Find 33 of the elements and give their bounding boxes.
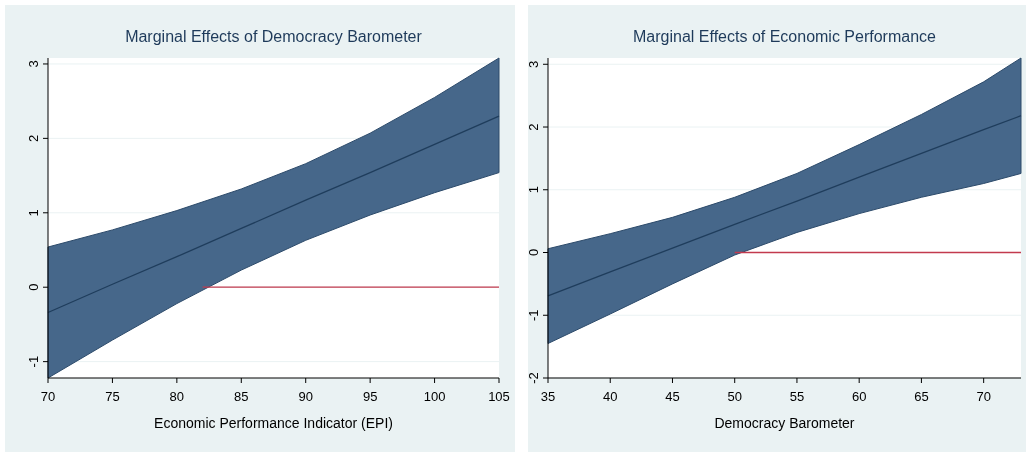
y-tick-label: 2 xyxy=(26,134,41,142)
chart-title: Marginal Effects of Economic Performance xyxy=(633,28,937,45)
x-tick-label: 95 xyxy=(362,389,378,404)
y-tick-label: 0 xyxy=(526,248,541,257)
y-tick-label: 3 xyxy=(26,60,41,68)
x-tick-label: 70 xyxy=(976,389,991,404)
x-tick-label: 100 xyxy=(423,389,446,404)
line-series xyxy=(47,115,500,314)
x-tick-label: 45 xyxy=(665,389,680,404)
x-tick-label: 40 xyxy=(603,389,618,404)
y-tick-label: 0 xyxy=(26,283,41,291)
y-tick-label: 3 xyxy=(526,60,541,68)
line-series xyxy=(547,115,1022,297)
y-tick-label: -2 xyxy=(526,372,541,384)
x-tick-label: 80 xyxy=(169,389,185,404)
chart-title: Marginal Effects of Democracy Barometer xyxy=(125,28,423,45)
x-tick-label: 65 xyxy=(914,389,929,404)
x-tick-label: 60 xyxy=(851,389,867,404)
y-tick-label: -1 xyxy=(26,355,41,368)
x-tick-label: 35 xyxy=(540,389,556,404)
x-tick-label: 50 xyxy=(727,389,742,404)
x-tick-label: 85 xyxy=(234,389,249,404)
x-axis-title: Democracy Barometer xyxy=(714,415,855,431)
x-tick-label: 70 xyxy=(40,389,56,404)
x-axis-title: Economic Performance Indicator (EPI) xyxy=(154,415,393,431)
y-tick-label: -1 xyxy=(526,309,541,322)
x-tick-label: 75 xyxy=(105,389,120,404)
x-tick-label: 90 xyxy=(298,389,313,404)
x-tick-label: 105 xyxy=(488,389,510,404)
y-tick-label: 1 xyxy=(26,209,41,217)
y-tick-label: 1 xyxy=(526,186,541,194)
y-tick-label: 2 xyxy=(526,123,541,131)
x-tick-label: 55 xyxy=(789,389,805,404)
